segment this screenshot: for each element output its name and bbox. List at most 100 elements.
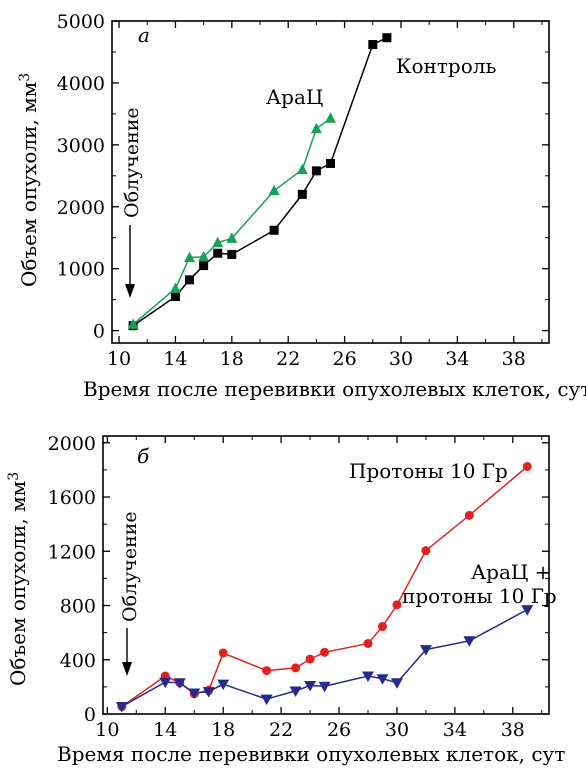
data-point-a-1: [226, 232, 238, 243]
y-axis-label-a-sup: 3: [17, 73, 33, 82]
data-point-b-0: [522, 462, 532, 472]
x-tick-label-a: 34: [445, 348, 469, 370]
y-tick-label-a: 5000: [57, 11, 105, 33]
x-tick-label-a: 18: [220, 348, 244, 370]
x-tick-label-a: 30: [389, 348, 413, 370]
data-point-b-1: [188, 688, 201, 699]
y-tick-label-a: 2000: [57, 197, 105, 219]
y-axis-label-a-text: Объем опухоли, мм: [17, 82, 41, 287]
x-tick-label-b: 22: [269, 719, 293, 741]
y-tick-label-b: 2000: [48, 433, 96, 455]
data-point-b-1: [202, 687, 215, 698]
data-point-b-0: [291, 663, 301, 673]
data-point-a-0: [227, 249, 237, 259]
data-point-b-0: [464, 510, 474, 520]
x-tick-label-a: 10: [107, 348, 131, 370]
series-line-a-0: [132, 37, 388, 327]
series-label-protons: Протоны 10 Гр: [349, 459, 508, 483]
y-tick-label-b: 1200: [48, 541, 96, 563]
x-tick-label-b: 30: [385, 719, 409, 741]
data-point-a-1: [184, 251, 196, 263]
series-label-arac-protons-line2: протоны 10 Гр: [402, 584, 557, 608]
data-point-a-0: [199, 261, 209, 271]
y-axis-label-a: Объем опухоли, мм3: [17, 73, 41, 287]
series-line-b-1: [121, 608, 528, 708]
y-tick-label-a: 1000: [57, 259, 105, 281]
data-point-b-1: [463, 636, 476, 647]
data-point-a-0: [382, 33, 392, 43]
x-tick-label-b: 10: [95, 719, 119, 741]
y-tick-label-b: 400: [60, 650, 96, 672]
data-point-b-0: [218, 648, 228, 658]
series-label-control: Контроль: [396, 54, 496, 78]
panel-label-a: а: [138, 23, 150, 47]
data-point-a-1: [325, 112, 336, 123]
data-point-a-1: [310, 122, 322, 134]
data-point-b-0: [377, 622, 387, 632]
x-tick-label-b: 18: [211, 719, 235, 741]
data-point-a-0: [185, 275, 195, 285]
x-tick-label-b: 14: [153, 719, 177, 741]
data-point-a-1: [169, 282, 181, 294]
data-point-b-1: [376, 674, 389, 685]
data-point-b-0: [421, 546, 431, 556]
data-point-b-1: [521, 605, 534, 616]
y-tick-label-a: 3000: [57, 135, 105, 157]
data-point-a-0: [311, 166, 321, 176]
x-tick-label-a: 26: [333, 348, 357, 370]
plot-frame-b: [102, 435, 550, 715]
data-point-b-1: [115, 702, 128, 713]
data-point-b-1: [318, 681, 331, 693]
annotation-irradiation-a: Облучение: [121, 107, 143, 218]
axis-ticks-a: 10 14 18 22 26 30 34 38 0 1000 2000 3000 4000 5000: [57, 11, 549, 370]
data-point-b-0: [392, 600, 402, 610]
data-point-a-1: [296, 163, 308, 175]
data-point-b-1: [361, 671, 374, 683]
annotation-irradiation-b: Облучение: [119, 511, 141, 622]
y-tick-label-b: 1600: [48, 487, 96, 509]
data-point-b-1: [419, 645, 432, 656]
data-point-b-0: [305, 654, 315, 664]
y-axis-label-b-sup: 3: [6, 472, 22, 481]
data-point-b-0: [320, 647, 330, 657]
y-tick-label-b: 800: [60, 596, 96, 618]
x-tick-label-a: 38: [502, 348, 526, 370]
data-point-a-0: [326, 158, 335, 168]
series-group-a: [127, 33, 392, 331]
x-tick-label-b: 38: [501, 719, 525, 741]
data-point-a-0: [213, 248, 223, 258]
y-tick-label-a: 4000: [57, 73, 105, 95]
x-tick-label-b: 34: [443, 719, 467, 741]
data-point-a-1: [198, 250, 210, 262]
data-point-a-0: [170, 292, 180, 302]
data-point-b-1: [217, 679, 230, 691]
y-axis-label-b-text: Объем опухоли, мм: [6, 481, 30, 686]
data-point-b-0: [262, 666, 272, 676]
data-point-b-1: [390, 678, 403, 689]
series-label-arac-protons-line1: АраЦ +: [471, 560, 551, 584]
data-point-b-1: [159, 677, 172, 689]
data-point-a-0: [368, 40, 378, 50]
data-point-b-0: [363, 638, 373, 648]
data-point-a-1: [212, 236, 224, 248]
data-point-a-1: [127, 318, 139, 329]
data-point-a-0: [297, 189, 307, 199]
data-point-a-0: [269, 225, 279, 235]
plot-frame-a: [111, 20, 550, 344]
series-label-arac: АраЦ: [266, 85, 323, 109]
x-axis-label-b: Время после перевивки опухолевых клеток,…: [57, 742, 565, 766]
panel-label-b: б: [137, 444, 150, 468]
x-tick-label-b: 26: [327, 719, 351, 741]
chart-panel-b: 10 14 18 22 26 30 34 38 0 400 800 1200 1600 2000 б Пр…: [6, 433, 565, 766]
series-line-a-1: [132, 117, 331, 325]
series-group-b: [115, 462, 534, 713]
data-point-b-1: [304, 681, 317, 692]
data-point-b-1: [260, 694, 273, 706]
y-tick-label-a: 0: [93, 321, 105, 343]
irradiation-arrow-a: [125, 225, 135, 298]
x-axis-label-a: Время после перевивки опухолевых клеток,…: [83, 377, 586, 401]
x-tick-label-a: 22: [276, 348, 300, 370]
axis-ticks-b: 10 14 18 22 26 30 34 38 0 400 800 1200 1600 2000: [48, 433, 549, 741]
